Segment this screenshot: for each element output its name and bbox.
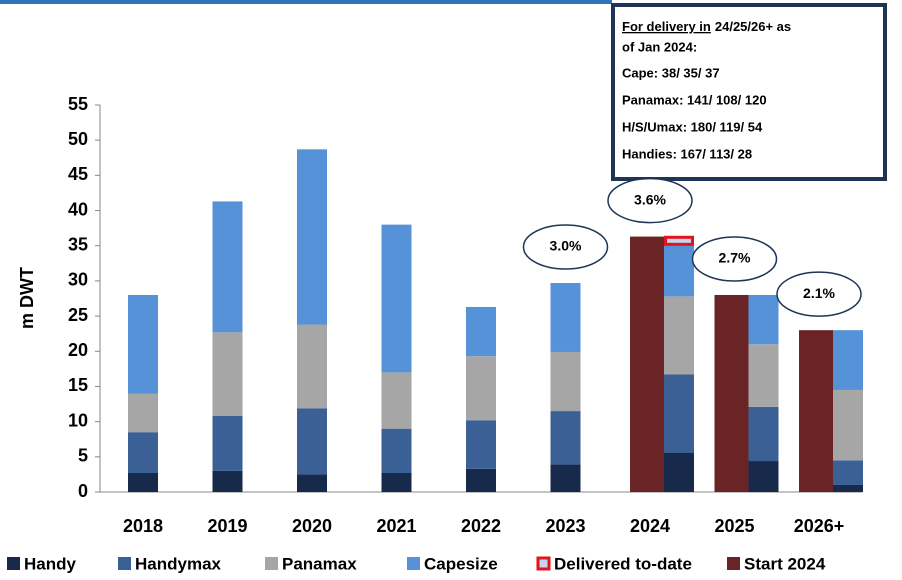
bar-segment	[128, 294, 158, 394]
bar-segment	[466, 468, 496, 492]
heading-part: 24/25/26+ as	[715, 19, 791, 34]
bar-segment	[212, 201, 243, 333]
bar-segment	[550, 351, 581, 412]
annotation-bubble	[776, 271, 862, 317]
bar-segment	[550, 283, 581, 352]
legend-swatch	[407, 557, 420, 570]
annotation-bubble	[522, 224, 609, 270]
y-tick-label: 40	[68, 199, 88, 219]
legend-label: Panamax	[282, 554, 357, 573]
bar-segment	[212, 332, 243, 417]
start-bar	[630, 236, 664, 492]
bar-segment	[466, 420, 496, 469]
x-tick-label: 2025	[714, 516, 754, 536]
text-box	[611, 3, 887, 181]
bar-segment	[466, 356, 496, 421]
y-tick-label: 30	[68, 270, 88, 290]
bar-segment	[748, 344, 779, 407]
start-bar	[799, 330, 833, 492]
y-tick-label: 10	[68, 410, 88, 430]
text-box-line: H/S/Umax: 180/ 119/ 54	[622, 119, 763, 134]
annotation: 3.0%	[550, 238, 582, 254]
text-box-line: Panamax: 141/ 108/ 120	[622, 92, 767, 107]
bar-segment	[833, 484, 863, 492]
y-tick-label: 45	[68, 164, 88, 184]
legend-label: Handymax	[135, 554, 222, 573]
bar-segment	[550, 411, 581, 465]
legend-swatch	[7, 557, 20, 570]
x-tick-label: 2024	[630, 516, 670, 536]
y-tick-label: 0	[78, 481, 88, 501]
x-tick-label: 2019	[207, 516, 247, 536]
annotation-bubble	[607, 177, 693, 224]
start-bar	[714, 294, 749, 492]
bar-segment	[664, 235, 694, 246]
x-tick-label: 2023	[545, 516, 585, 536]
bar-segment	[381, 428, 412, 474]
legend-label: Capesize	[424, 554, 498, 573]
y-tick-label: 25	[68, 305, 88, 325]
bar-segment	[748, 406, 779, 462]
y-tick-label: 50	[68, 129, 88, 149]
bar-segment	[748, 461, 779, 492]
legend-swatch	[536, 556, 551, 571]
x-tick-label: 2020	[292, 516, 332, 536]
bar-segment	[128, 432, 158, 474]
bar-segment	[748, 294, 779, 345]
text-box-line: Cape: 38/ 35/ 37	[622, 65, 720, 80]
bar-segment	[833, 460, 863, 485]
x-tick-label: 2022	[461, 516, 501, 536]
bar-segment	[128, 393, 158, 433]
y-tick-label: 20	[68, 340, 88, 360]
annotation: 2.1%	[803, 285, 835, 301]
x-tick-label: 2021	[376, 516, 416, 536]
top-rule	[0, 0, 612, 4]
legend-label: Handy	[24, 554, 77, 573]
annotation: 3.6%	[634, 191, 666, 207]
y-tick-label: 55	[68, 94, 88, 114]
bar-segment	[381, 224, 412, 373]
bar-segment	[128, 473, 158, 492]
text-box-heading: For delivery in 24/25/26+ as	[622, 19, 791, 34]
bar-segment	[550, 464, 581, 492]
bar-segment	[664, 296, 694, 375]
y-tick-label: 35	[68, 234, 88, 254]
x-tick-label: 2026+	[794, 516, 845, 536]
bar-segment	[664, 374, 694, 453]
bar-segment	[381, 473, 412, 492]
bar-segment	[297, 474, 327, 492]
y-tick-label: 15	[68, 375, 88, 395]
legend-swatch	[727, 557, 740, 570]
bar-segment	[466, 306, 496, 357]
heading-underlined: For delivery in	[622, 19, 711, 34]
legend-swatch	[118, 557, 131, 570]
bar-segment	[664, 452, 694, 492]
y-axis-label: m DWT	[17, 267, 37, 329]
legend-swatch	[265, 557, 278, 570]
annotation: 2.7%	[719, 250, 751, 266]
bar-segment	[297, 149, 327, 325]
annotation-bubble	[691, 236, 778, 282]
legend-label: Delivered to-date	[554, 554, 692, 573]
bar-segment	[833, 330, 863, 390]
legend-label: Start 2024	[744, 554, 826, 573]
text-box-line: Handies: 167/ 113/ 28	[622, 146, 752, 161]
text-box-heading: of Jan 2024:	[622, 39, 697, 54]
bar-segment	[212, 470, 243, 492]
y-tick-label: 5	[78, 446, 88, 466]
bar-segment	[297, 408, 327, 475]
bar-segment	[381, 372, 412, 429]
bar-segment	[212, 416, 243, 471]
bar-segment	[297, 324, 327, 409]
bar-segment	[833, 389, 863, 461]
bar-segment	[664, 244, 694, 297]
x-tick-label: 2018	[123, 516, 163, 536]
